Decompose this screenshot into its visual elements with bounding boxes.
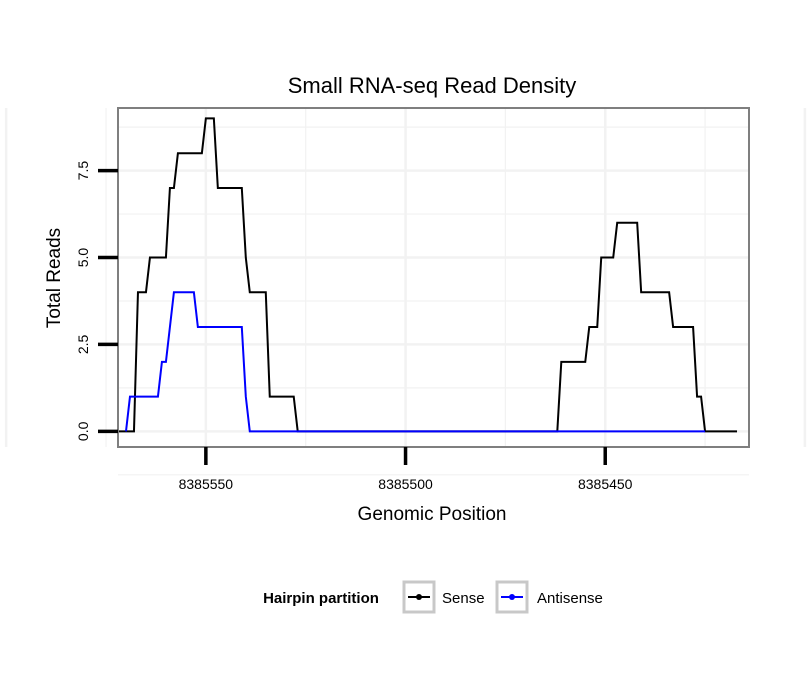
legend-item-sense: Sense [402,580,485,614]
series-line-sense [110,117,738,433]
legend-label-sense: Sense [442,590,485,607]
series-layer [110,117,738,433]
plot-panel [118,108,749,447]
legend-item-antisense: Antisense [495,580,603,614]
x-axis: 8385550 8385500 8385450 [179,447,633,492]
y-axis: 0.0 2.5 5.0 7.5 [75,161,118,441]
legend: Hairpin partition Sense Antisense [263,580,603,614]
plot-border [117,107,750,448]
legend-title: Hairpin partition [263,590,379,607]
y-tick-label: 0.0 [75,421,91,441]
y-tick-label: 7.5 [75,161,91,181]
y-axis-title: Total Reads [44,228,65,328]
legend-point-sense [416,594,422,600]
chart-title: Small RNA-seq Read Density [288,73,577,98]
y-tick-label: 2.5 [75,334,91,354]
y-tick-label: 5.0 [75,248,91,268]
legend-point-antisense [509,594,515,600]
legend-key-antisense [495,580,529,614]
x-axis-title: Genomic Position [358,504,507,525]
legend-label-antisense: Antisense [537,590,603,607]
x-tick-label: 8385550 [179,476,234,492]
x-tick-label: 8385500 [378,476,433,492]
series-line-antisense [124,291,706,433]
x-tick-label: 8385450 [578,476,633,492]
grid [4,108,807,476]
